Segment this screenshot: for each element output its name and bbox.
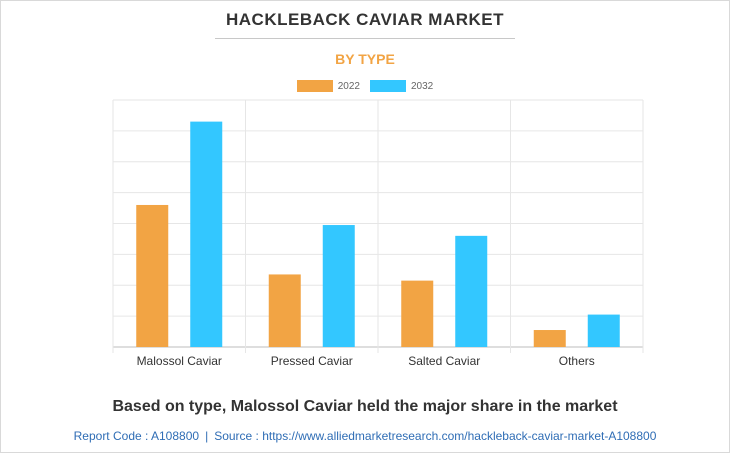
- bar-2022-salted-caviar: [401, 280, 434, 347]
- x-tick-label: Salted Caviar: [408, 354, 480, 368]
- bar-2022-others: [533, 330, 566, 347]
- bar-2032-pressed-caviar: [322, 225, 355, 347]
- x-tick-label: Pressed Caviar: [271, 354, 353, 368]
- source-separator: |: [205, 429, 209, 443]
- source-line: Report Code : A108800 | Source : https://w…: [0, 429, 730, 443]
- x-axis-labels: Malossol Caviar Pressed Caviar Salted Cavi…: [137, 354, 595, 368]
- chart-subtitle: BY TYPE: [335, 51, 395, 67]
- bar-2032-others: [587, 314, 620, 347]
- legend-swatch-2032: [370, 80, 406, 92]
- legend-item-2022: 2022: [296, 80, 360, 92]
- bar-2032-salted-caviar: [455, 235, 488, 347]
- report-code: Report Code : A108800: [73, 429, 200, 443]
- x-tick-label: Malossol Caviar: [137, 354, 222, 368]
- title-divider: [215, 38, 515, 39]
- chart-caption: Based on type, Malossol Caviar held the …: [112, 398, 618, 415]
- legend-label-2032: 2032: [411, 80, 434, 92]
- bar-2032-malossol-caviar: [190, 121, 223, 347]
- x-tick-label: Others: [559, 354, 595, 368]
- source-url[interactable]: Source : https://www.alliedmarketresearc…: [214, 429, 657, 443]
- bar-2022-pressed-caviar: [268, 274, 301, 347]
- chart-legend: 2022 2032: [0, 80, 730, 92]
- legend-item-2032: 2032: [370, 80, 433, 92]
- legend-label-2022: 2022: [337, 80, 360, 92]
- bar-2022-malossol-caviar: [136, 204, 169, 347]
- chart-title: HACKLEBACK CAVIAR MARKET: [225, 10, 504, 29]
- chart-bars: [136, 121, 620, 347]
- legend-swatch-2022: [296, 80, 333, 92]
